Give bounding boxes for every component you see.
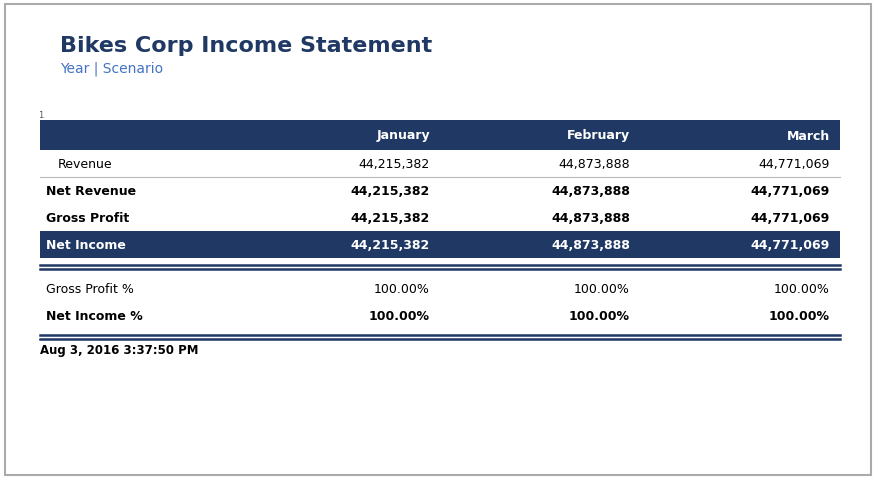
Text: Net Revenue: Net Revenue — [46, 185, 136, 198]
Text: 44,215,382: 44,215,382 — [350, 239, 430, 252]
Text: 44,215,382: 44,215,382 — [350, 185, 430, 198]
Text: Bikes Corp Income Statement: Bikes Corp Income Statement — [60, 36, 432, 56]
Text: 44,771,069: 44,771,069 — [751, 239, 830, 252]
Text: February: February — [567, 129, 630, 142]
Text: Net Income: Net Income — [46, 239, 126, 252]
Text: January: January — [377, 129, 430, 142]
Text: 1: 1 — [38, 111, 43, 120]
Text: 44,771,069: 44,771,069 — [759, 157, 830, 171]
Text: Aug 3, 2016 3:37:50 PM: Aug 3, 2016 3:37:50 PM — [40, 343, 199, 356]
Text: 44,215,382: 44,215,382 — [350, 212, 430, 225]
Text: 100.00%: 100.00% — [774, 282, 830, 295]
Text: 44,873,888: 44,873,888 — [558, 157, 630, 171]
Text: 100.00%: 100.00% — [769, 309, 830, 323]
Text: 44,215,382: 44,215,382 — [359, 157, 430, 171]
Bar — [40, 231, 840, 258]
FancyBboxPatch shape — [5, 5, 871, 475]
Text: 44,873,888: 44,873,888 — [551, 185, 630, 198]
Text: Net Income %: Net Income % — [46, 309, 143, 323]
Text: Revenue: Revenue — [58, 157, 113, 171]
Text: Gross Profit: Gross Profit — [46, 212, 130, 225]
Text: 44,873,888: 44,873,888 — [551, 212, 630, 225]
Text: 44,771,069: 44,771,069 — [751, 212, 830, 225]
Text: Gross Profit %: Gross Profit % — [46, 282, 134, 295]
Text: 100.00%: 100.00% — [569, 309, 630, 323]
Text: 100.00%: 100.00% — [369, 309, 430, 323]
Text: March: March — [787, 129, 830, 142]
Text: 44,771,069: 44,771,069 — [751, 185, 830, 198]
Text: 44,873,888: 44,873,888 — [551, 239, 630, 252]
Text: 100.00%: 100.00% — [574, 282, 630, 295]
Text: Year | Scenario: Year | Scenario — [60, 61, 163, 75]
Text: 100.00%: 100.00% — [374, 282, 430, 295]
Bar — [40, 121, 840, 151]
